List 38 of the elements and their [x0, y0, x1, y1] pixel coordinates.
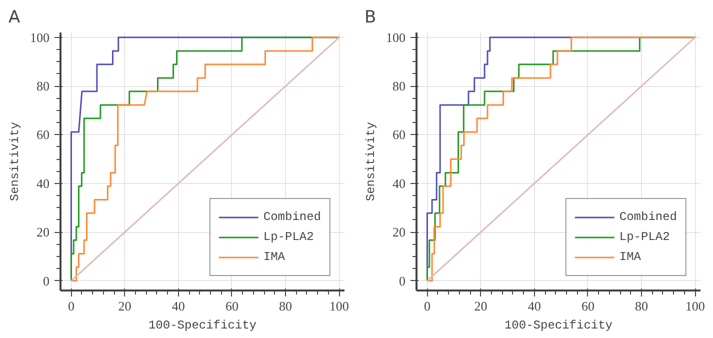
- x-tick-label: 20: [118, 298, 132, 314]
- y-tick-label: 0: [43, 273, 50, 288]
- x-tick-label: 100: [329, 298, 349, 314]
- y-tick-label: 40: [392, 176, 406, 191]
- legend-label: Lp-PLA2: [263, 229, 314, 245]
- legend-label: IMA: [619, 249, 641, 265]
- y-tick-label: 40: [36, 176, 50, 191]
- y-tick-label: 20: [36, 224, 50, 240]
- y-tick-label: 60: [36, 127, 50, 142]
- legend-label: Lp-PLA2: [619, 229, 670, 245]
- y-tick-label: 20: [392, 224, 406, 240]
- y-tick-label: 80: [392, 78, 406, 94]
- x-tick-label: 20: [474, 298, 488, 314]
- x-tick-label: 40: [172, 298, 185, 314]
- y-tick-label: 80: [36, 78, 50, 94]
- x-tick-label: 100: [685, 298, 705, 314]
- x-tick-label: 60: [581, 298, 594, 314]
- x-tick-label: 80: [279, 298, 292, 314]
- line-series: [426, 36, 696, 282]
- chart-title: A: [8, 8, 20, 28]
- x-tick-label: 80: [635, 298, 648, 314]
- y-tick-label: 100: [386, 30, 406, 45]
- x-tick-label: 0: [68, 298, 74, 314]
- line-series: [70, 36, 340, 282]
- y-tick-label: 100: [30, 30, 50, 45]
- x-axis-title: 100-Specificity: [504, 318, 613, 332]
- x-tick-label: 40: [528, 298, 541, 314]
- y-axis-title: Sensitivity: [364, 122, 378, 202]
- x-tick-label: 60: [225, 298, 238, 314]
- legend-label: IMA: [263, 249, 285, 265]
- legend-label: Combined: [263, 209, 321, 225]
- legend-label: Combined: [619, 209, 677, 225]
- y-tick-label: 0: [399, 273, 406, 288]
- chart-title: B: [364, 8, 376, 28]
- x-tick-label: 0: [424, 298, 430, 314]
- y-axis-title: Sensitivity: [8, 122, 22, 202]
- x-axis-title: 100-Specificity: [148, 318, 257, 332]
- y-tick-label: 60: [392, 127, 406, 142]
